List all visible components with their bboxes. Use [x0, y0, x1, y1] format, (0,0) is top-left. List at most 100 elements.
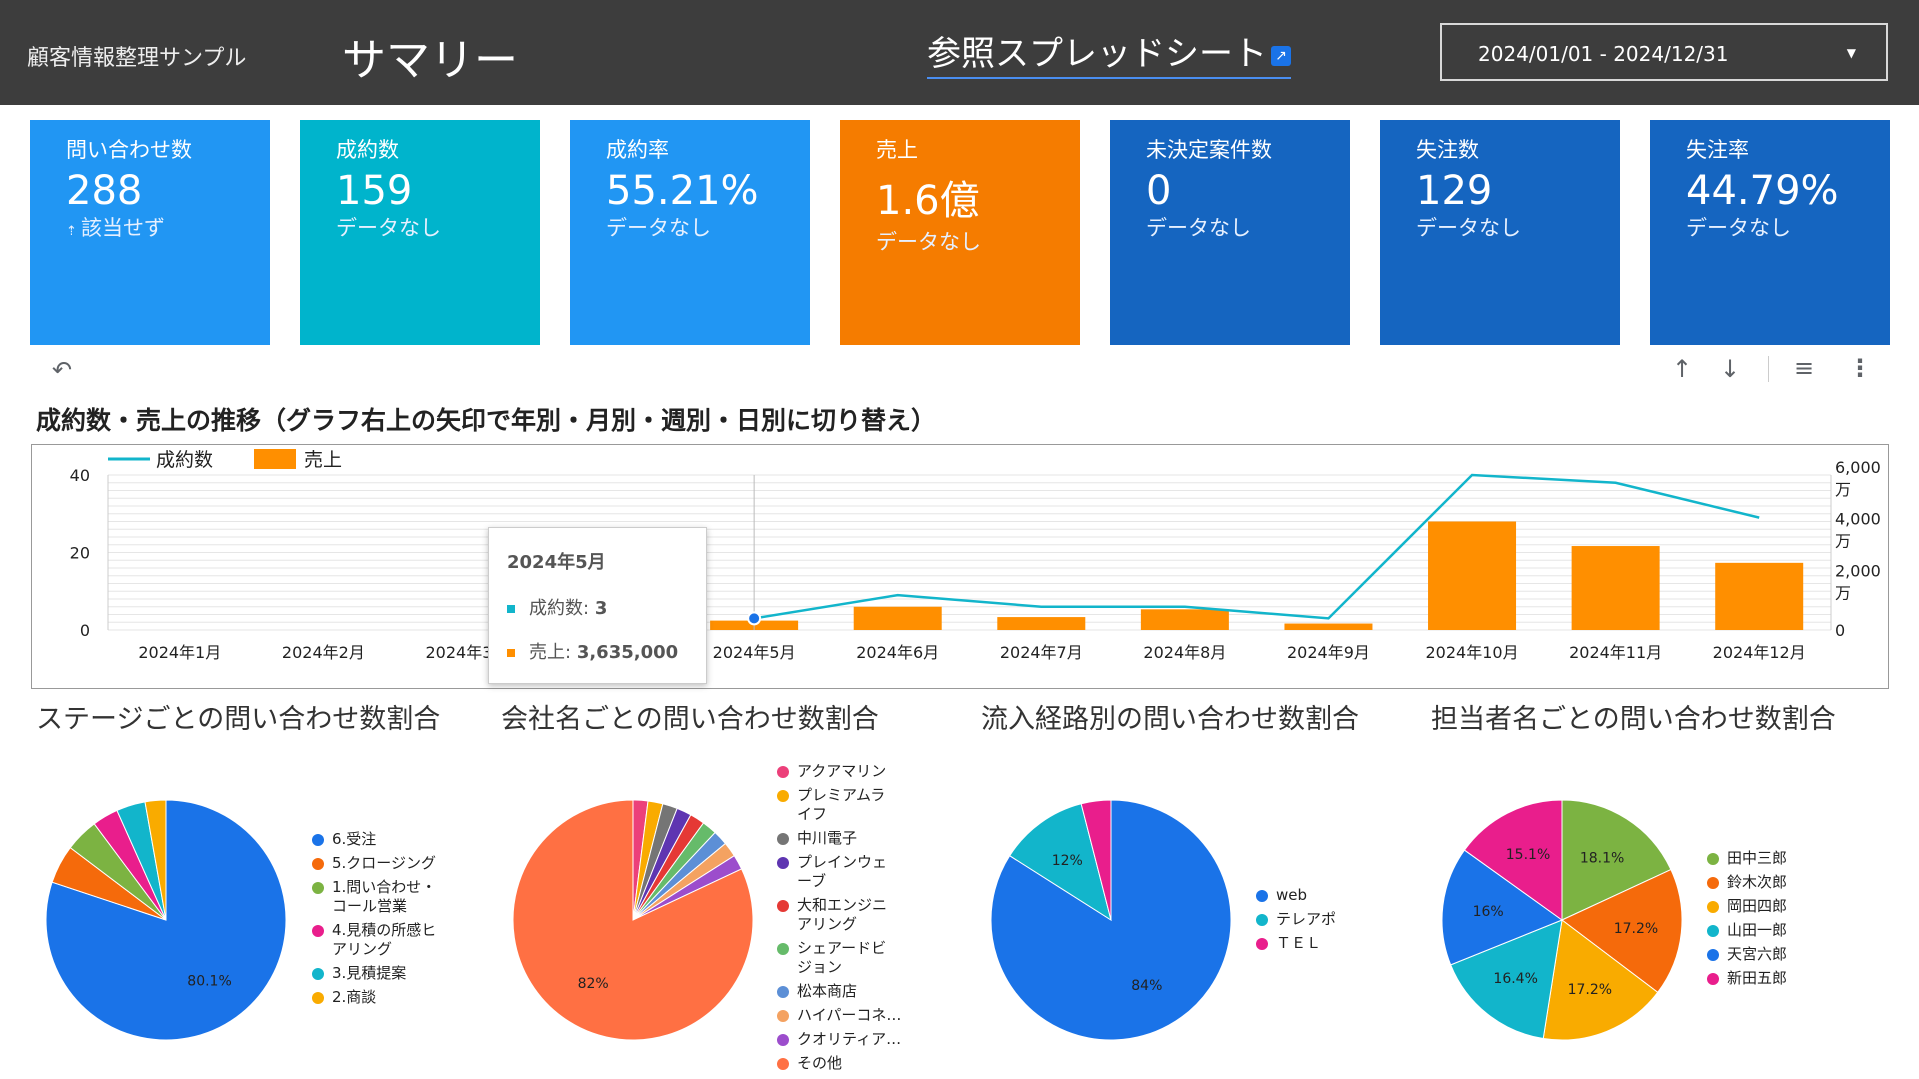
y-tick-label: 40: [70, 466, 90, 485]
legend-dot: [777, 790, 789, 802]
kpi-value: 288: [66, 168, 143, 214]
pie-slice[interactable]: [1441, 849, 1564, 966]
y2-tick-label: 6,000: [1835, 458, 1881, 477]
kpi-value: 44.79%: [1686, 168, 1839, 214]
pie-slice[interactable]: [1542, 919, 1659, 1041]
kpi-comparison: データなし: [876, 226, 981, 256]
kpi-card[interactable]: 失注数 129 データなし: [1380, 120, 1620, 345]
x-tick-label: 2024年12月: [1713, 643, 1806, 662]
app-title: 顧客情報整理サンプル: [27, 46, 247, 71]
pie-legend-label: 鈴木次郎: [1727, 873, 1788, 891]
pie-slice[interactable]: [1080, 799, 1112, 921]
sales-bar[interactable]: [1140, 609, 1229, 630]
pie-legend-label: 6.受注: [332, 830, 377, 848]
arrow-up-icon: ⇡: [66, 224, 82, 239]
legend-label-deals: 成約数: [156, 449, 213, 471]
pie-slice[interactable]: [1561, 799, 1672, 921]
kpi-label: 未決定案件数: [1146, 138, 1272, 162]
legend-dot: [777, 943, 789, 955]
legend-dot: [1256, 938, 1268, 950]
sort-down-icon[interactable]: ↓: [1720, 355, 1741, 383]
pie-slice-label: 17.2%: [1614, 921, 1658, 937]
legend-dot: [777, 857, 789, 869]
pie-slice-label: 16%: [1473, 904, 1504, 920]
pie-slice[interactable]: [1008, 803, 1112, 922]
pie-legend-label: 5.クロージング: [332, 854, 437, 872]
pie-legend-label: 田中三郎: [1727, 849, 1788, 867]
tooltip-deals-label: 成約数:: [529, 598, 590, 619]
undo-icon[interactable]: ↶: [52, 356, 73, 384]
kpi-comparison: データなし: [606, 212, 711, 242]
pie-title-stage: ステージごとの問い合わせ数割合: [36, 704, 441, 735]
sales-bar[interactable]: [1428, 521, 1517, 631]
legend-dot: [777, 1058, 789, 1070]
kpi-comparison: データなし: [336, 212, 441, 242]
y2-tick-label: 4,000: [1835, 510, 1881, 529]
legend-dot: [312, 925, 324, 937]
legend-dot: [312, 882, 324, 894]
kpi-card[interactable]: 失注率 44.79% データなし: [1650, 120, 1890, 345]
legend-dot: [777, 900, 789, 912]
sales-bar[interactable]: [853, 606, 942, 630]
legend-dot: [777, 1034, 789, 1046]
more-vert-icon[interactable]: ⋮: [1848, 354, 1872, 382]
y2-tick-unit: 万: [1835, 583, 1851, 602]
kpi-comparison-text: 該当せず: [81, 216, 166, 240]
pie-slice-label: 80.1%: [187, 973, 231, 989]
legend-label-sales: 売上: [304, 449, 342, 471]
pie-legend-label: 天宮六郎: [1727, 945, 1788, 963]
y-tick-label: 20: [70, 544, 90, 563]
reference-spreadsheet-link[interactable]: 参照スプレッドシート ↗: [927, 26, 1291, 79]
kpi-label: 売上: [876, 138, 918, 162]
x-tick-label: 2024年8月: [1143, 643, 1226, 662]
pie-legend-label: シェアードビ ジョン: [797, 939, 887, 976]
sales-bar[interactable]: [997, 617, 1086, 630]
kpi-value: 159: [336, 168, 413, 214]
y2-tick-label: 0: [1835, 621, 1845, 640]
kpi-comparison: データなし: [1416, 212, 1521, 242]
pie-legend-label: 1.問い合わせ・ コール営業: [332, 878, 437, 915]
pie-legend-label: 大和エンジニ アリング: [797, 896, 888, 933]
date-range-picker[interactable]: 2024/01/01 - 2024/12/31 ▼: [1440, 23, 1888, 81]
pie-slice-label: 84%: [1131, 978, 1162, 994]
date-range-value: 2024/01/01 - 2024/12/31: [1478, 42, 1729, 66]
pie-slice[interactable]: [1450, 919, 1563, 1040]
x-tick-label: 2024年1月: [138, 643, 221, 662]
pie-slice[interactable]: [1561, 868, 1683, 994]
kpi-comparison-text: データなし: [336, 216, 441, 240]
y2-tick-label: 2,000: [1835, 561, 1881, 580]
kpi-card[interactable]: 問い合わせ数 288 ⇡ 該当せず: [30, 120, 270, 345]
sort-up-icon[interactable]: ↑: [1672, 355, 1693, 383]
x-tick-label: 2024年10月: [1425, 643, 1518, 662]
pie-chart: 18.1% 17.2% 17.2% 16.4% 16% 15.1%: [1441, 799, 1683, 1041]
kpi-label: 失注率: [1686, 138, 1749, 162]
y-tick-label: 0: [80, 621, 90, 640]
sales-bar[interactable]: [1715, 562, 1804, 630]
kpi-label: 成約率: [606, 138, 669, 162]
pie-legend-label: その他: [797, 1054, 843, 1072]
legend-dot: [777, 986, 789, 998]
pie-slice[interactable]: [1463, 799, 1563, 921]
pie-legend-label: クオリティア…: [797, 1030, 902, 1048]
page-title: サマリー: [342, 35, 518, 86]
sales-bar[interactable]: [1571, 546, 1660, 630]
top-header-bar: 顧客情報整理サンプル サマリー 参照スプレッドシート ↗ 2024/01/01 -…: [0, 0, 1919, 105]
filter-icon[interactable]: ≡: [1794, 354, 1815, 382]
x-tick-label: 2024年9月: [1287, 643, 1370, 662]
sales-bar[interactable]: [1284, 623, 1373, 630]
pie-chart: 82%: [512, 799, 754, 1041]
kpi-card[interactable]: 売上 1.6億 データなし: [840, 120, 1080, 345]
tooltip-sales-label: 売上:: [529, 642, 572, 663]
tooltip-sales-swatch: [507, 649, 515, 657]
pie-slice[interactable]: [144, 799, 167, 921]
pie-legend-label: web: [1276, 886, 1308, 904]
kpi-card[interactable]: 成約率 55.21% データなし: [570, 120, 810, 345]
deals-line[interactable]: [753, 473, 1760, 620]
kpi-card[interactable]: 成約数 159 データなし: [300, 120, 540, 345]
pie-title-owner: 担当者名ごとの問い合わせ数割合: [1431, 704, 1836, 735]
kpi-card[interactable]: 未決定案件数 0 データなし: [1110, 120, 1350, 345]
pie-legend-label: ハイパーコネ…: [797, 1006, 902, 1024]
pie-legend-label: 岡田四郎: [1727, 897, 1788, 915]
pie-slice[interactable]: [512, 799, 754, 1041]
deals-point-highlight[interactable]: [747, 611, 762, 626]
